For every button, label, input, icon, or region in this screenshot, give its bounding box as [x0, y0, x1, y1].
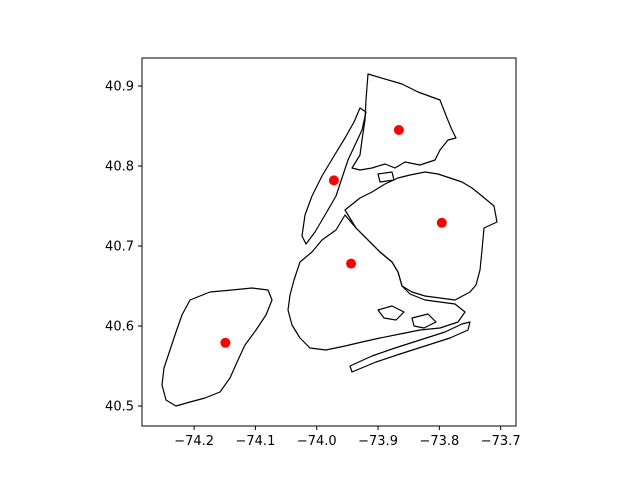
borough-outlines — [161, 73, 498, 407]
scatter-points — [220, 125, 447, 348]
y-axis: 40.5 40.6 40.7 40.8 40.9 — [105, 80, 142, 415]
x-tick-label: −73.8 — [419, 434, 459, 449]
plot-frame — [141, 57, 517, 427]
y-tick-label: 40.5 — [105, 400, 134, 415]
data-point — [436, 217, 447, 228]
x-tick-label: −74.2 — [174, 434, 214, 449]
outline-bronx — [351, 73, 457, 171]
y-tick-label: 40.9 — [105, 80, 134, 95]
outline-staten-island — [161, 287, 273, 407]
y-tick-label: 40.7 — [105, 240, 134, 255]
outline-queens — [344, 171, 498, 301]
data-point — [393, 125, 404, 135]
x-axis: −74.2 −74.1 −74.0 −73.9 −73.8 −73.7 — [174, 426, 521, 449]
data-point — [328, 175, 339, 186]
outline-brooklyn — [287, 214, 466, 351]
data-point — [346, 258, 357, 269]
x-tick-label: −73.9 — [358, 434, 398, 449]
outline-rikers — [377, 171, 395, 183]
outline-rockaway — [349, 321, 471, 373]
outline-manhattan — [301, 107, 367, 245]
data-point — [220, 337, 231, 348]
x-tick-label: −74.0 — [297, 434, 337, 449]
y-tick-label: 40.8 — [105, 160, 134, 175]
x-tick-label: −73.7 — [481, 434, 521, 449]
y-tick-label: 40.6 — [105, 320, 134, 335]
outline-jamaica-bay-islands — [377, 305, 437, 329]
x-tick-label: −74.1 — [236, 434, 276, 449]
